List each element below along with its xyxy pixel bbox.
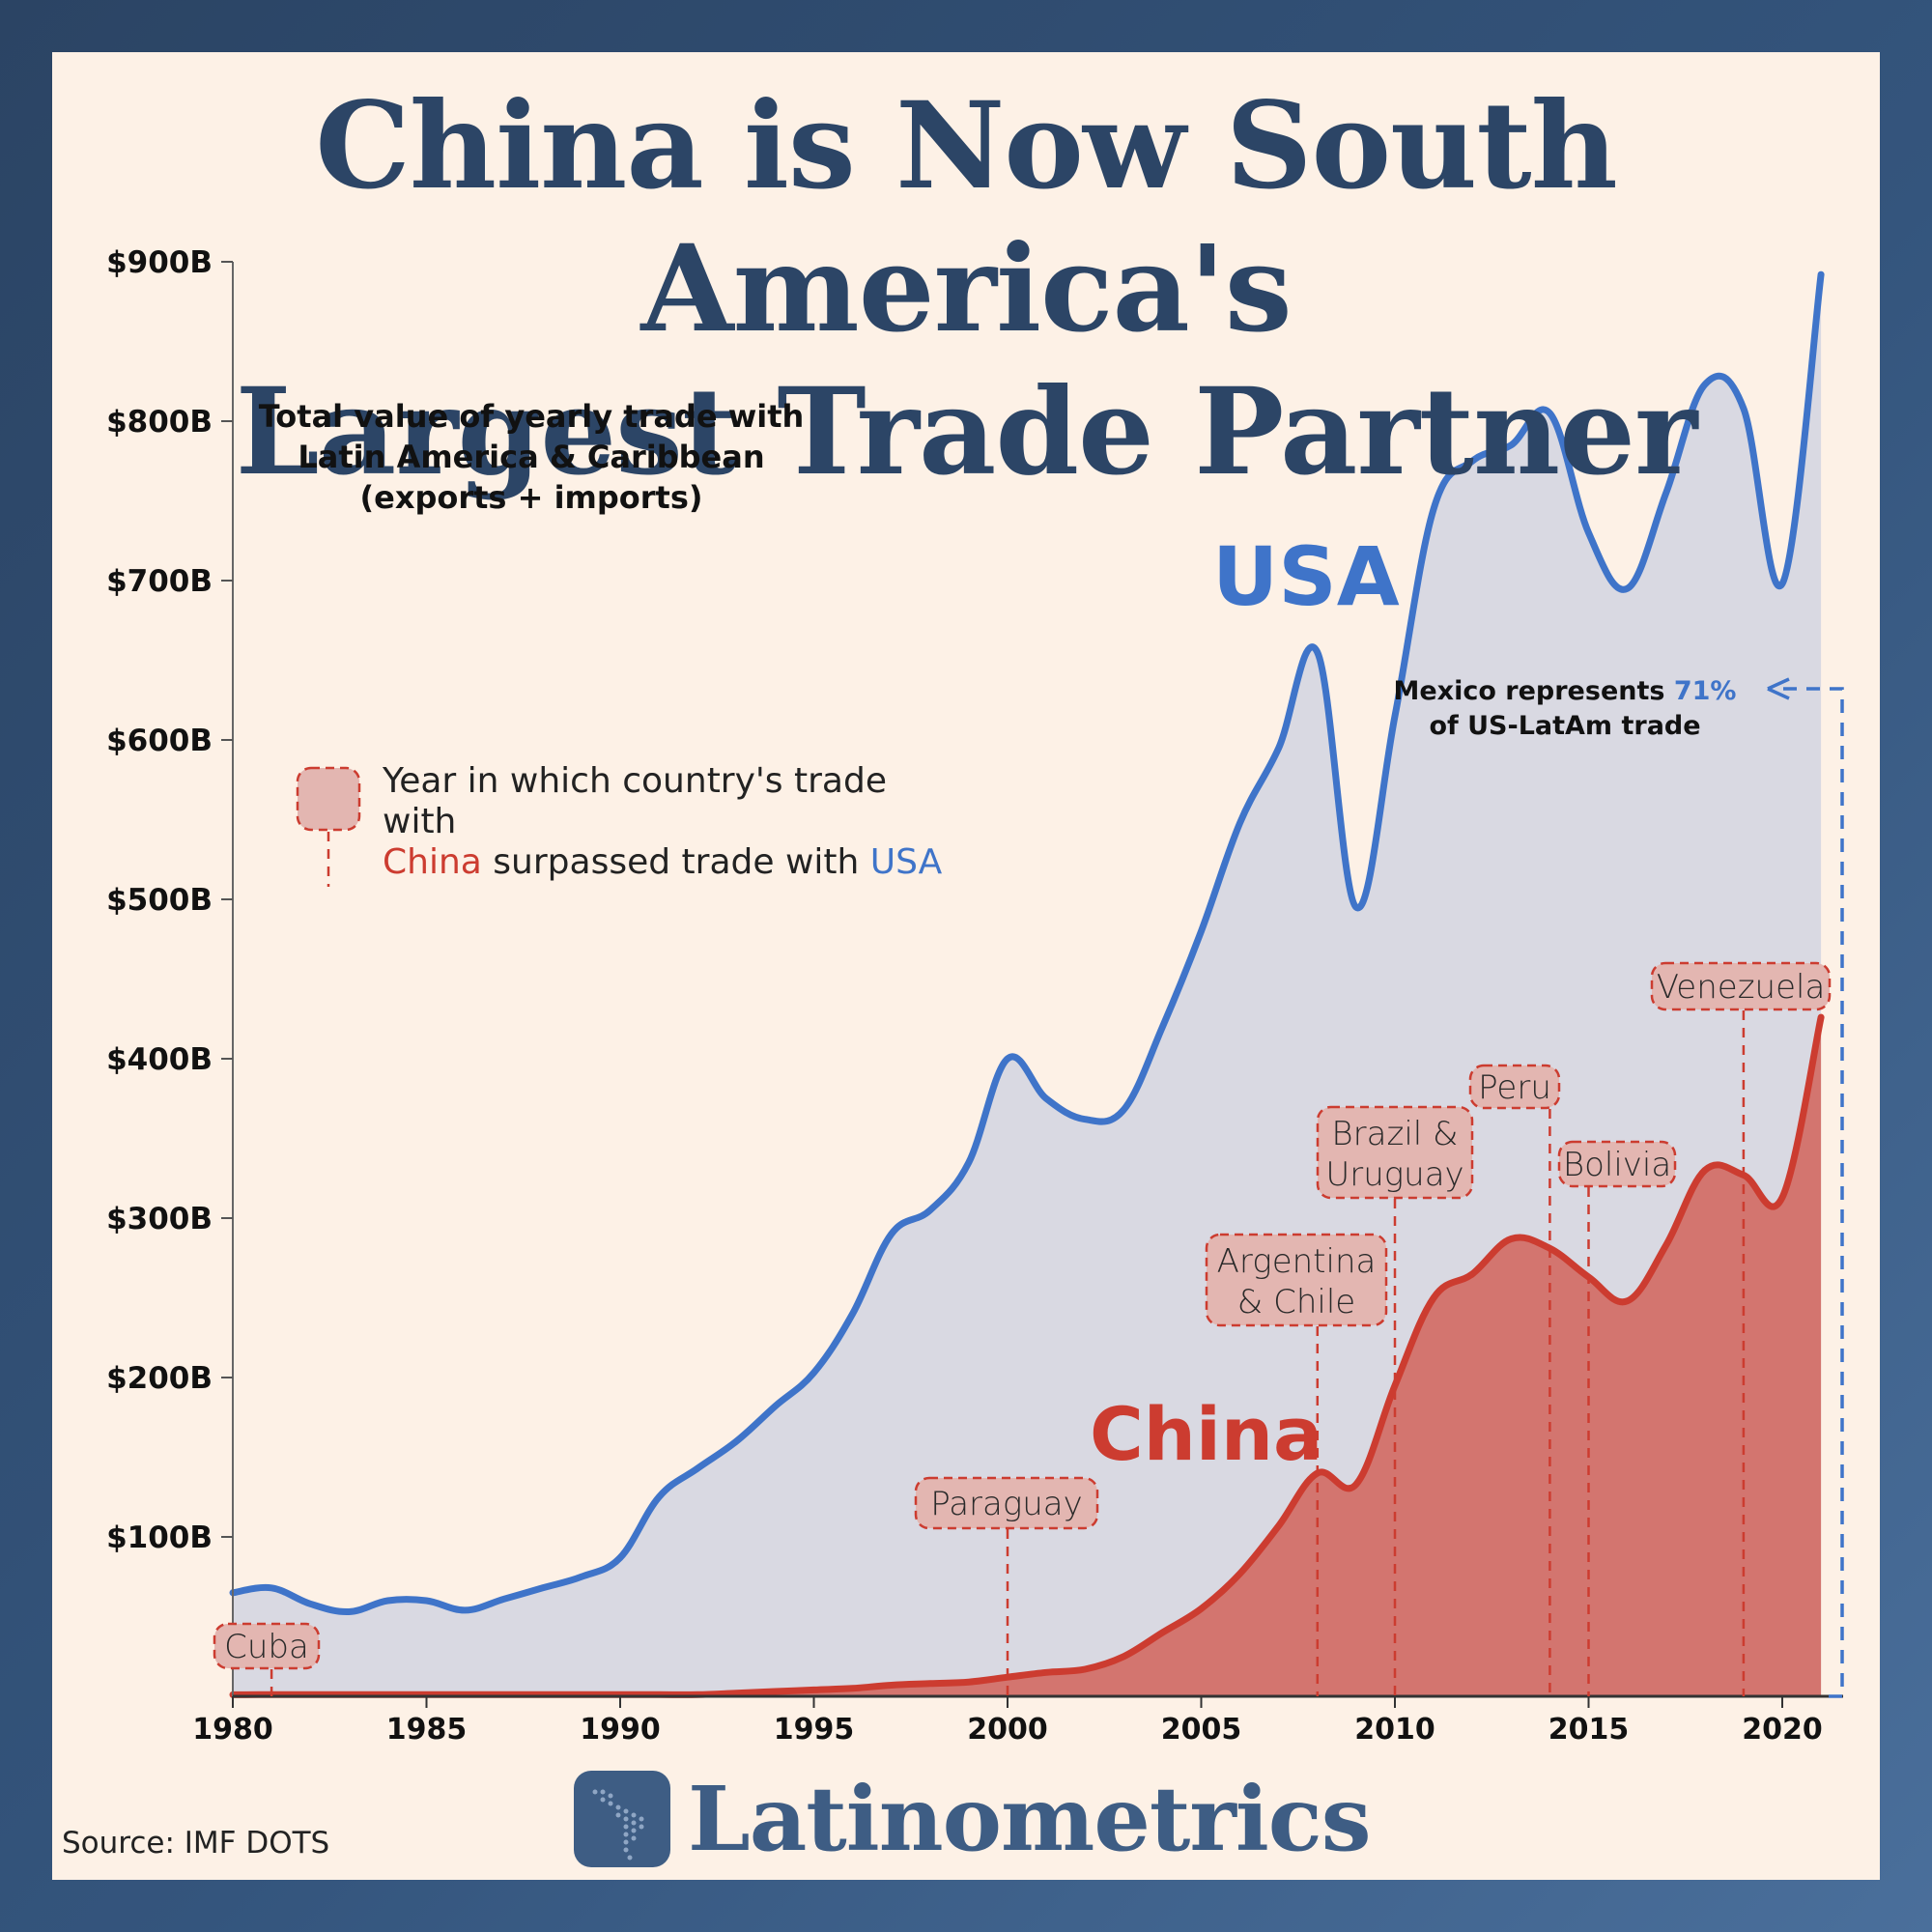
legend-text-mid: surpassed trade with — [493, 842, 860, 882]
x-tick-label: 1995 — [774, 1713, 855, 1747]
callout-box — [1316, 1105, 1474, 1200]
legend-swatch-box — [296, 766, 361, 832]
mexico-annotation-suffix: of US-LatAm trade — [1429, 711, 1701, 741]
mexico-annotation: Mexico represents 71% of US-LatAm trade — [1391, 674, 1739, 744]
subtitle-line-1: Total value of yearly trade with — [258, 398, 805, 435]
callout-box — [1557, 1140, 1677, 1188]
legend-swatch — [296, 766, 361, 887]
x-tick-label: 2005 — [1161, 1713, 1242, 1747]
callout-box — [1468, 1064, 1561, 1110]
x-tick-label: 2000 — [967, 1713, 1048, 1747]
map-icon — [574, 1771, 670, 1867]
y-tick-label: $600B — [106, 724, 213, 758]
x-tick-label: 1985 — [386, 1713, 468, 1747]
callout-cuba: Cuba — [213, 1622, 321, 1696]
title-line-2: Largest Trade Partner — [235, 362, 1698, 502]
mexico-annotation-pct: 71% — [1673, 676, 1737, 706]
callout-box — [1205, 1233, 1388, 1327]
legend-china: China — [383, 842, 482, 882]
y-tick-label: $200B — [106, 1361, 213, 1396]
callout-label: Uruguay — [1325, 1155, 1463, 1194]
x-tick-label: 1980 — [192, 1713, 273, 1747]
callout-label: Brazil & — [1331, 1115, 1458, 1153]
page-title: China is Now South America's Largest Tra… — [0, 75, 1932, 504]
callout-paraguay: Paraguay — [914, 1476, 1099, 1696]
callout-box — [213, 1622, 321, 1670]
brand-logo: Latinometrics — [574, 1766, 1372, 1872]
callout-brazil-uruguay: Brazil &Uruguay — [1316, 1105, 1474, 1696]
y-tick-label: $100B — [106, 1520, 213, 1555]
callout-box — [1650, 961, 1832, 1011]
source-note: Source: IMF DOTS — [62, 1826, 330, 1861]
y-tick-label: $800B — [106, 405, 213, 440]
series-label-usa: USA — [1212, 529, 1400, 624]
subtitle-line-2: Latin America & Caribbean — [298, 439, 765, 475]
callout-label: Argentina — [1217, 1242, 1377, 1281]
chart-subtitle: Total value of yearly trade with Latin A… — [222, 396, 840, 518]
callout-argentina-chile: Argentina& Chile — [1205, 1233, 1388, 1696]
callout-label: Paraguay — [930, 1485, 1083, 1523]
callout-venezuela: Venezuela — [1650, 961, 1832, 1696]
legend-text: Year in which country's trade with China… — [383, 761, 962, 883]
mexico-annotation-prefix: Mexico represents — [1393, 676, 1665, 706]
usa-line — [229, 270, 1825, 1616]
callout-label: Venezuela — [1657, 968, 1826, 1007]
callout-bolivia: Bolivia — [1557, 1140, 1677, 1696]
callout-label: Bolivia — [1563, 1146, 1671, 1184]
china-area — [233, 1017, 1822, 1696]
callout-box — [914, 1476, 1099, 1530]
arrow-left-icon — [1767, 677, 1790, 700]
series-label-china: China — [1090, 1391, 1323, 1477]
mexico-bracket-line — [1783, 687, 1844, 1698]
callout-label: Cuba — [224, 1628, 309, 1666]
x-tick-label: 2010 — [1354, 1713, 1435, 1747]
callout-peru: Peru — [1468, 1064, 1561, 1696]
y-tick-label: $900B — [106, 245, 213, 280]
x-tick-label: 2015 — [1548, 1713, 1630, 1747]
legend-usa: USA — [869, 842, 943, 882]
x-tick-label: 1990 — [580, 1713, 661, 1747]
y-tick-label: $300B — [106, 1202, 213, 1236]
callout-label: & Chile — [1237, 1283, 1355, 1321]
mexico-bracket — [1767, 677, 1844, 1698]
subtitle-line-3: (exports + imports) — [359, 479, 703, 516]
y-tick-label: $400B — [106, 1042, 213, 1077]
x-tick-label: 2020 — [1742, 1713, 1823, 1747]
y-tick-label: $700B — [106, 564, 213, 599]
y-tick-label: $500B — [106, 883, 213, 918]
legend-text-prefix: Year in which country's trade with — [383, 761, 887, 841]
brand-name: Latinometrics — [688, 1767, 1372, 1871]
title-line-1: China is Now South America's — [315, 76, 1618, 359]
callout-label: Peru — [1478, 1068, 1551, 1107]
